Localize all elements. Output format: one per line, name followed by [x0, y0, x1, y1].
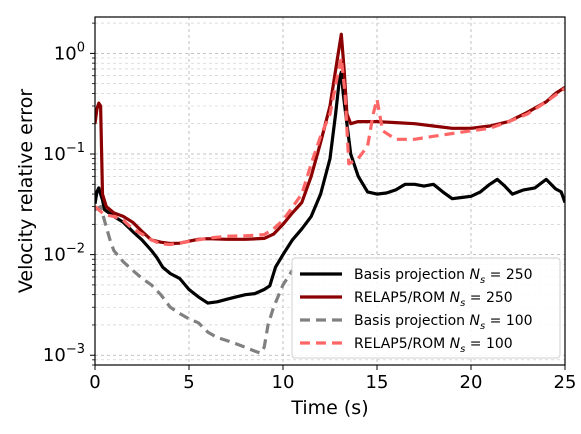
series-line-4 — [95, 56, 565, 247]
series-line-2 — [95, 32, 565, 246]
y-tick-label: 100 — [54, 40, 85, 64]
x-tick-label: 25 — [554, 372, 577, 393]
legend: Basis projection Ns = 250 RELAP5/ROM Ns =… — [291, 257, 561, 359]
y-tick-label: 10−2 — [43, 242, 85, 266]
x-tick-label: 5 — [183, 372, 194, 393]
x-tick-label: 20 — [460, 372, 483, 393]
legend-label-4: RELAP5/ROM Ns = 100 — [354, 336, 513, 355]
legend-label-3: Basis projection Ns = 100 — [354, 313, 533, 332]
x-tick-label: 10 — [272, 372, 295, 393]
y-axis-title: Velocity relative error — [15, 89, 37, 293]
series-layer — [95, 32, 565, 355]
x-tick-label: 15 — [366, 372, 389, 393]
y-tick-label: 10−3 — [43, 342, 85, 366]
legend-label-2: RELAP5/ROM Ns = 250 — [354, 290, 513, 309]
series-line-1 — [95, 70, 565, 305]
series-line-3 — [95, 205, 294, 355]
legend-label-1: Basis projection Ns = 250 — [354, 267, 533, 286]
tick-labels: 0 5 10 15 20 25 10−3 10−2 10−1 100 — [43, 40, 577, 393]
y-tick-label: 10−1 — [43, 141, 85, 165]
x-axis-title: Time (s) — [290, 397, 368, 419]
plot-frame — [94, 16, 566, 366]
x-tick-label: 0 — [89, 372, 100, 393]
legend-box — [291, 257, 561, 359]
axis-ticks — [90, 22, 566, 370]
